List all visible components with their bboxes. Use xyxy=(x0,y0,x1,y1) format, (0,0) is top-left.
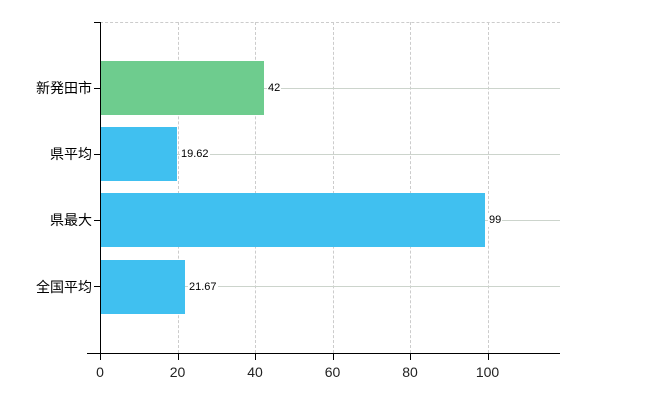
x-axis-tick xyxy=(487,354,489,360)
x-axis-tick xyxy=(100,354,101,360)
vertical-gridline xyxy=(332,22,334,353)
x-axis-tick xyxy=(410,354,411,360)
y-axis xyxy=(100,22,101,353)
bar-value-label: 21.67 xyxy=(188,280,218,294)
bar-新発田市 xyxy=(101,61,264,115)
category-gridline xyxy=(100,87,560,89)
bar-value-label: 19.62 xyxy=(180,147,210,161)
x-tick-label-60: 60 xyxy=(324,364,341,380)
category-label-新発田市: 新発田市 xyxy=(36,80,92,96)
category-label-全国平均: 全国平均 xyxy=(36,279,92,295)
y-axis-tick xyxy=(94,88,100,89)
bar-県平均 xyxy=(101,127,177,181)
category-label-県最大: 県最大 xyxy=(50,212,92,228)
plot-top-border xyxy=(100,22,560,23)
y-axis-tick xyxy=(94,286,100,287)
vertical-gridline xyxy=(487,22,489,353)
y-axis-tick xyxy=(94,154,100,155)
x-axis xyxy=(87,353,560,354)
y-axis-top-tick xyxy=(94,22,100,23)
bar-全国平均 xyxy=(101,260,185,314)
category-gridline xyxy=(100,286,560,288)
x-axis-tick xyxy=(255,354,256,360)
x-tick-label-40: 40 xyxy=(247,364,263,380)
vertical-gridline xyxy=(177,22,179,353)
x-axis-tick xyxy=(177,354,179,360)
category-gridline xyxy=(100,153,560,155)
x-tick-label-80: 80 xyxy=(402,364,418,380)
x-tick-label-20: 20 xyxy=(169,364,186,380)
y-axis-tick xyxy=(94,220,100,221)
bar-value-label: 42 xyxy=(267,81,282,95)
vertical-gridline xyxy=(410,22,411,353)
vertical-gridline xyxy=(255,22,256,353)
category-label-県平均: 県平均 xyxy=(50,146,92,162)
bar-県最大 xyxy=(101,193,485,247)
x-axis-tick xyxy=(332,354,334,360)
bar-value-label: 99 xyxy=(488,213,503,227)
x-tick-label-0: 0 xyxy=(96,364,104,380)
x-tick-label-100: 100 xyxy=(475,364,500,380)
